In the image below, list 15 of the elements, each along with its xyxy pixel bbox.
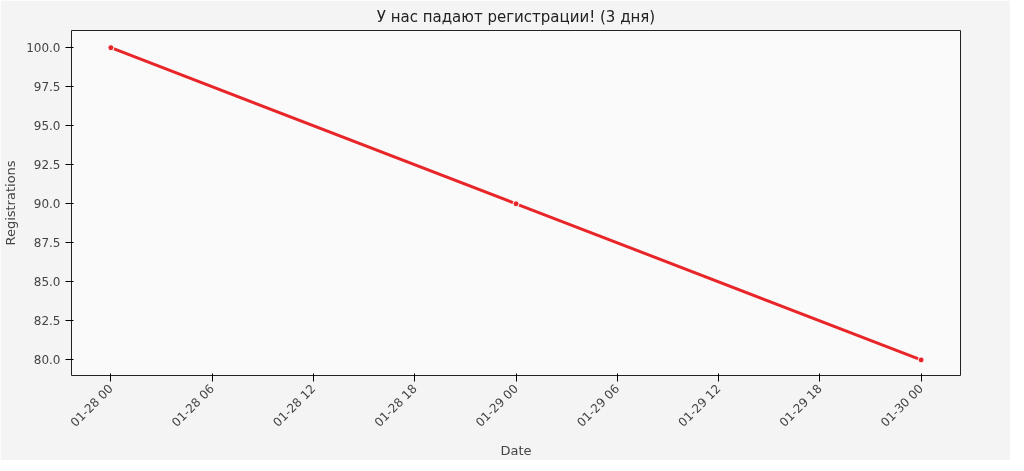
point bbox=[917, 356, 925, 364]
y-axis-title: Registrations bbox=[3, 160, 19, 246]
point bbox=[512, 200, 520, 208]
x-axis-title: Date bbox=[500, 442, 532, 458]
y-tick-label: 90.0 bbox=[33, 197, 61, 212]
point bbox=[107, 44, 115, 52]
y-tick-label: 87.5 bbox=[33, 236, 61, 251]
y-tick-label: 100.0 bbox=[26, 41, 61, 56]
y-tick-label: 95.0 bbox=[33, 119, 61, 134]
y-tick-label: 82.5 bbox=[33, 314, 61, 329]
y-tick-label: 92.5 bbox=[33, 158, 61, 173]
y-tick-label: 80.0 bbox=[33, 353, 61, 368]
y-tick-label: 85.0 bbox=[33, 275, 61, 290]
chart-title: У нас падают регистрации! (3 дня) bbox=[376, 7, 656, 26]
y-tick-label: 97.5 bbox=[33, 80, 61, 95]
